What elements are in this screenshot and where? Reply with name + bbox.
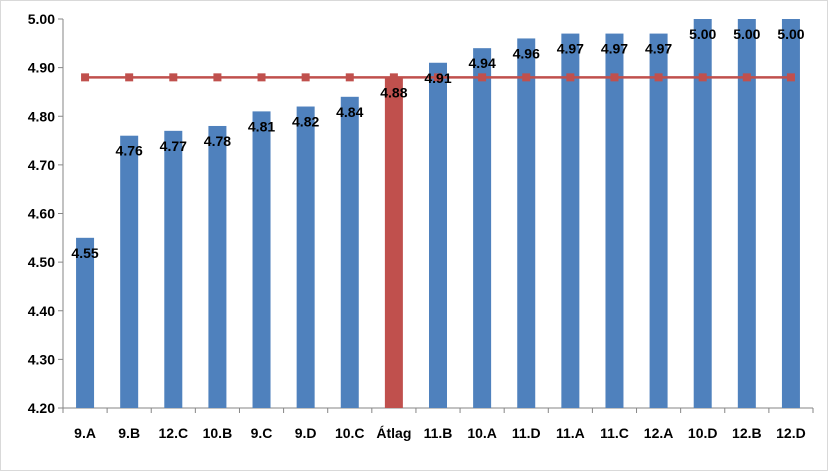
average-line-marker bbox=[742, 73, 751, 82]
average-line-marker bbox=[566, 73, 575, 82]
data-label: 4.96 bbox=[513, 45, 540, 61]
average-line-marker bbox=[345, 73, 354, 82]
bar bbox=[120, 135, 139, 408]
data-label: 4.76 bbox=[116, 143, 143, 159]
bar bbox=[252, 111, 271, 408]
x-tick-label: 10.B bbox=[203, 425, 233, 441]
x-tick-label: Átlag bbox=[376, 425, 411, 441]
x-tick-label: 10.C bbox=[335, 425, 365, 441]
x-tick-label: 11.B bbox=[424, 425, 453, 441]
bar bbox=[76, 237, 95, 408]
x-tick-label: 12.B bbox=[732, 425, 762, 441]
x-tick-label: 12.C bbox=[159, 425, 189, 441]
average-line-marker bbox=[213, 73, 222, 82]
y-tick-label: 5.00 bbox=[28, 11, 55, 27]
bar bbox=[561, 33, 580, 409]
data-label: 4.97 bbox=[601, 41, 628, 57]
x-tick-label: 11.A bbox=[556, 425, 585, 441]
x-tick-label: 12.A bbox=[644, 425, 674, 441]
bar bbox=[781, 19, 800, 408]
bar bbox=[693, 19, 712, 408]
bar bbox=[340, 96, 359, 409]
data-label: 4.55 bbox=[71, 245, 98, 261]
x-tick-label: 9.D bbox=[295, 425, 317, 441]
bar bbox=[384, 77, 403, 408]
data-label: 4.97 bbox=[645, 41, 672, 57]
y-tick-label: 4.30 bbox=[28, 351, 55, 367]
data-label: 5.00 bbox=[733, 26, 760, 42]
bar bbox=[737, 19, 756, 408]
average-line-marker bbox=[125, 73, 134, 82]
data-label: 4.78 bbox=[204, 133, 231, 149]
data-label: 4.82 bbox=[292, 114, 319, 130]
average-line-marker bbox=[434, 73, 442, 82]
bar bbox=[473, 48, 492, 409]
data-label: 4.88 bbox=[380, 84, 407, 100]
x-tick-label: 11.C bbox=[600, 425, 629, 441]
y-tick-label: 4.90 bbox=[28, 60, 55, 76]
data-label: 5.00 bbox=[777, 26, 804, 42]
average-line-marker bbox=[257, 73, 266, 82]
x-tick-label: 9.B bbox=[118, 425, 140, 441]
average-line-marker bbox=[81, 73, 90, 82]
bar bbox=[164, 130, 183, 408]
data-label: 4.77 bbox=[160, 138, 187, 154]
average-line-marker bbox=[610, 73, 619, 82]
bar bbox=[517, 38, 536, 408]
bar bbox=[429, 62, 447, 408]
y-tick-label: 4.20 bbox=[28, 400, 55, 416]
average-line-marker bbox=[698, 73, 707, 82]
average-line-marker bbox=[654, 73, 663, 82]
average-line-marker bbox=[522, 73, 531, 82]
bar bbox=[296, 106, 315, 409]
y-tick-label: 4.70 bbox=[28, 157, 55, 173]
x-tick-label: 10.A bbox=[467, 425, 497, 441]
x-tick-label: 9.A bbox=[74, 425, 96, 441]
data-label: 4.97 bbox=[557, 41, 584, 57]
y-tick-label: 4.50 bbox=[28, 254, 55, 270]
data-label: 4.94 bbox=[468, 55, 495, 71]
average-line-marker bbox=[786, 73, 795, 82]
bar bbox=[605, 33, 624, 409]
data-label: 5.00 bbox=[689, 26, 716, 42]
data-label: 4.81 bbox=[248, 118, 275, 134]
y-tick-label: 4.40 bbox=[28, 303, 55, 319]
bar bbox=[649, 33, 668, 409]
average-line-marker bbox=[478, 73, 487, 82]
data-label: 4.91 bbox=[424, 70, 451, 86]
x-tick-label: 12.D bbox=[776, 425, 806, 441]
y-tick-label: 4.60 bbox=[28, 206, 55, 222]
y-tick-label: 4.80 bbox=[28, 108, 55, 124]
bar bbox=[208, 125, 227, 408]
x-tick-label: 9.C bbox=[251, 425, 273, 441]
x-tick-label: 10.D bbox=[688, 425, 718, 441]
x-tick-label: 11.D bbox=[512, 425, 541, 441]
average-line-marker bbox=[301, 73, 310, 82]
data-label: 4.84 bbox=[336, 104, 363, 120]
average-line-marker bbox=[169, 73, 178, 82]
plot-area: 4.20 4.30 4.40 4.50 4.60 4.70 4.80 4.90 5.00 4.55… bbox=[28, 11, 814, 441]
average-line-marker bbox=[389, 73, 398, 82]
